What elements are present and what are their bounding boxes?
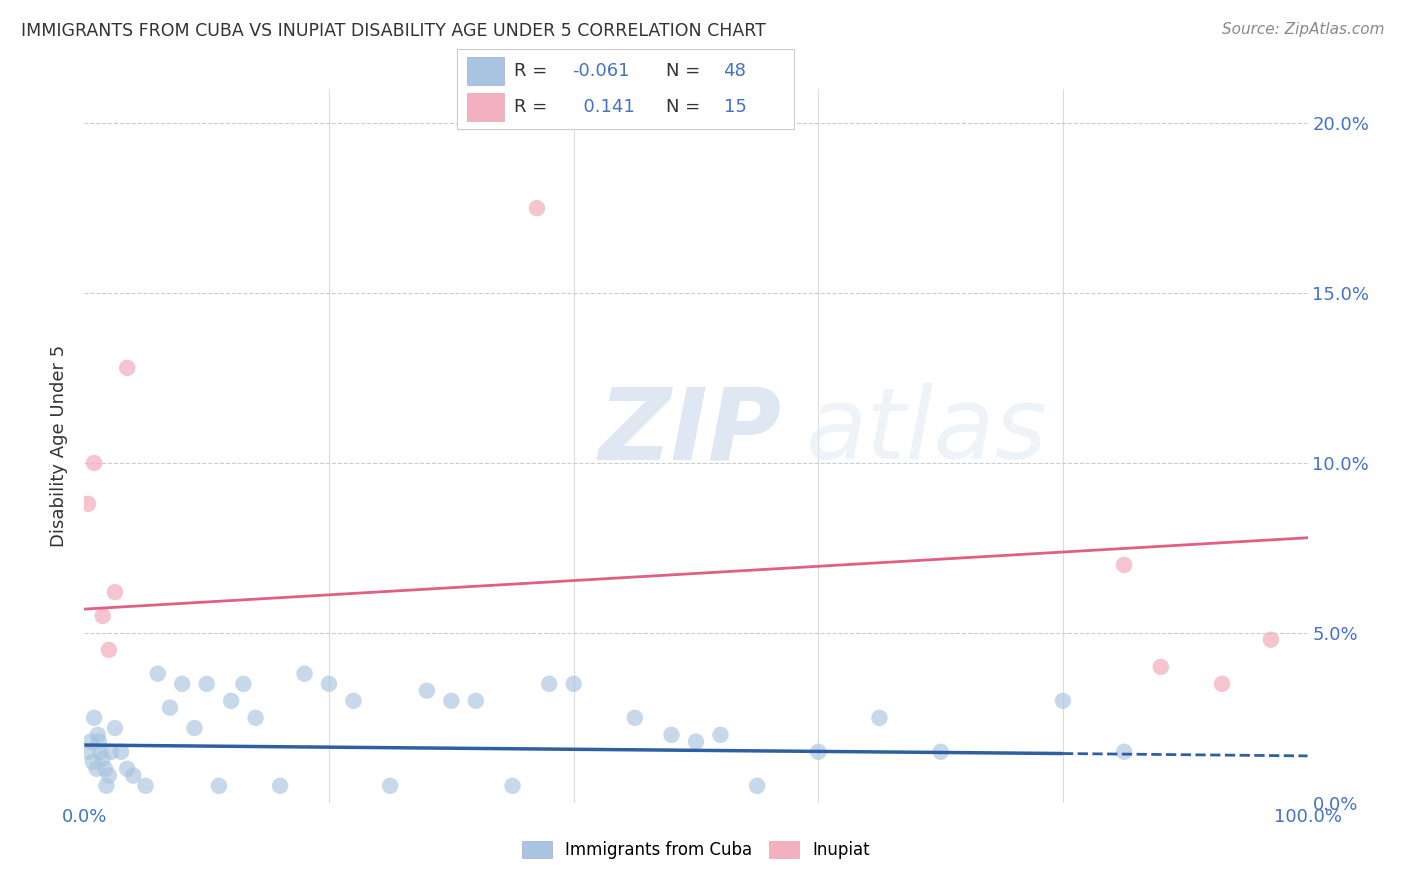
Point [77,745,100,759]
Point [709,728,731,742]
Point [82,755,104,769]
Point [83,456,105,470]
Point [89,745,111,759]
Point [1114,745,1136,759]
Point [245,711,267,725]
Text: atlas: atlas [806,384,1047,480]
Text: 0.141: 0.141 [572,98,634,116]
Point [1114,558,1136,572]
Point [86,762,108,776]
Point [380,779,402,793]
Point [97,769,120,783]
Point [208,779,231,793]
Legend: Immigrants from Cuba, Inupiat: Immigrants from Cuba, Inupiat [515,834,877,866]
Point [110,745,132,759]
Point [538,677,561,691]
Y-axis label: Disability Age Under 5: Disability Age Under 5 [51,345,69,547]
Point [97,643,120,657]
Bar [467,57,505,86]
Point [1211,677,1233,691]
Point [318,677,340,691]
Point [115,360,138,375]
Text: 48: 48 [724,62,747,79]
Point [502,779,524,793]
Point [100,745,122,759]
Point [294,666,316,681]
Point [1260,632,1282,647]
Point [1150,660,1173,674]
Point [146,666,169,681]
Text: R =: R = [515,98,547,116]
Point [416,683,439,698]
Point [183,721,205,735]
Point [122,769,145,783]
Point [104,721,127,735]
Point [79,734,101,748]
Point [269,779,291,793]
Point [685,734,707,748]
Point [77,497,100,511]
Point [562,677,585,691]
Point [104,585,127,599]
Point [115,762,138,776]
Point [929,745,952,759]
Point [232,677,254,691]
Point [869,711,891,725]
Point [195,677,218,691]
Text: -0.061: -0.061 [572,62,628,79]
Point [661,728,683,742]
Text: N =: N = [666,98,700,116]
Point [526,201,548,215]
Text: IMMIGRANTS FROM CUBA VS INUPIAT DISABILITY AGE UNDER 5 CORRELATION CHART: IMMIGRANTS FROM CUBA VS INUPIAT DISABILI… [21,22,766,40]
Point [83,711,105,725]
Point [159,700,181,714]
Text: ZIP: ZIP [598,384,782,480]
Point [464,694,486,708]
Point [747,779,769,793]
Text: R =: R = [515,62,547,79]
Point [87,734,110,748]
Point [1052,694,1074,708]
Bar [467,94,505,121]
Point [87,728,110,742]
Text: 15: 15 [724,98,747,116]
Point [624,711,647,725]
Point [219,694,242,708]
Point [96,779,118,793]
Point [94,762,117,776]
Point [91,608,114,623]
Point [807,745,830,759]
Text: Source: ZipAtlas.com: Source: ZipAtlas.com [1222,22,1385,37]
Point [172,677,194,691]
Point [91,751,114,765]
Point [135,779,157,793]
Point [440,694,463,708]
Point [342,694,364,708]
Text: N =: N = [666,62,700,79]
